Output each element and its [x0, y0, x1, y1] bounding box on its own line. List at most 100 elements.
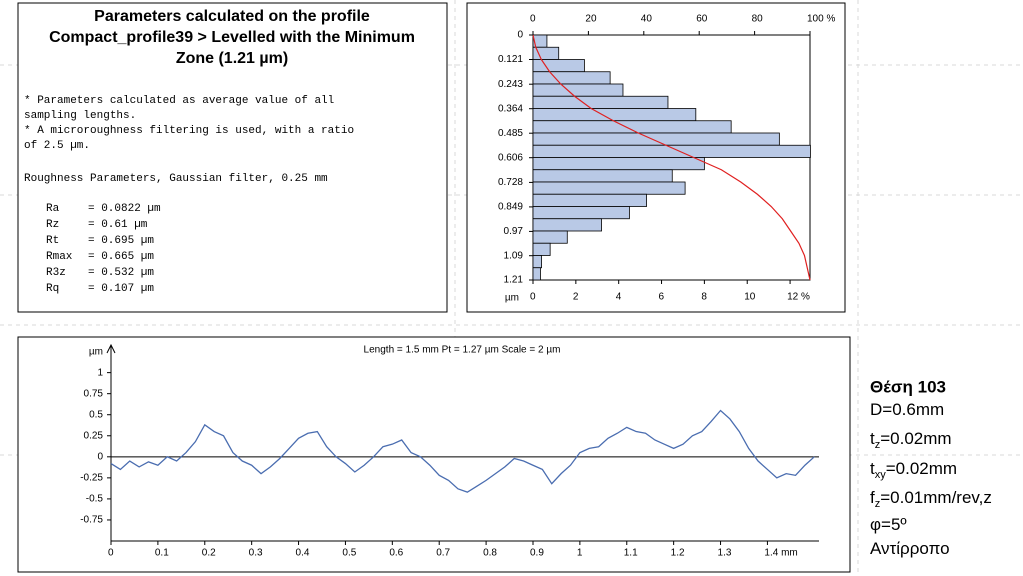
y-tick-label: 0.121 [498, 54, 523, 65]
condition-line: φ=5º [870, 515, 907, 534]
x-tick-label: 10 [744, 292, 756, 303]
y-tick-label: 0.97 [504, 226, 524, 237]
parameter-value: = 0.665 µm [88, 251, 154, 263]
bar [532, 218, 602, 232]
x-tick-label: 8 [701, 292, 707, 303]
bar [532, 71, 611, 85]
parameter-value: = 0.107 µm [88, 283, 154, 295]
panel-title: Parameters calculated on the profile [94, 8, 370, 25]
x-tick-label: 0.8 [483, 548, 497, 559]
y-tick-label: 0 [97, 451, 103, 462]
y-tick-label: 0.606 [498, 152, 523, 163]
x-tick-label: 1.3 [718, 548, 732, 559]
parameter-name: Rt [46, 235, 59, 247]
condition-line: fz=0.01mm/rev,z [870, 488, 992, 509]
y-axis-label: µm [89, 347, 103, 358]
y-tick-label: -0.75 [80, 515, 103, 526]
bar [532, 169, 673, 183]
note-line: sampling lengths. [24, 110, 136, 122]
x-tick-label: 0.9 [530, 548, 544, 559]
x2-tick-label: 0 [530, 14, 536, 25]
bar [532, 144, 811, 158]
x2-tick-label: 80 [752, 14, 764, 25]
x-tick-label: 0.7 [436, 548, 450, 559]
x-tick-label: 4 [616, 292, 622, 303]
bar [532, 132, 780, 146]
panel-title: Compact_profile39 > Levelled with the Mi… [49, 29, 415, 46]
parameter-name: Rmax [46, 251, 73, 263]
filter-line: Roughness Parameters, Gaussian filter, 0… [24, 173, 328, 185]
y-tick-label: 1 [97, 367, 103, 378]
x-tick-label: 0.4 [296, 548, 310, 559]
bar [532, 255, 542, 269]
bar [532, 230, 568, 244]
x-tick-label: 12 % [787, 292, 810, 303]
parameter-name: R3z [46, 267, 66, 279]
condition-rest: =0.02mm [886, 459, 957, 478]
parameter-value: = 0.695 µm [88, 235, 154, 247]
y-tick-label: 0.5 [89, 409, 103, 420]
x-tick-label: 1.1 [624, 548, 638, 559]
y-tick-label: -0.25 [80, 473, 103, 484]
y-tick-label: 0.728 [498, 177, 523, 188]
condition-main: t [870, 459, 875, 478]
y-axis-label: µm [505, 293, 519, 304]
condition-main: φ=5º [870, 515, 907, 534]
parameter-name: Rq [46, 283, 59, 295]
parameter-name: Rz [46, 219, 59, 231]
x-tick-label: 0.1 [155, 548, 169, 559]
y-tick-label: 0.243 [498, 79, 523, 90]
condition-line: D=0.6mm [870, 400, 944, 419]
condition-subscript: z [875, 439, 881, 451]
bar [532, 83, 624, 97]
parameter-name: Ra [46, 203, 60, 215]
x-tick-label: 0.3 [249, 548, 263, 559]
bar [532, 206, 630, 220]
condition-main: D=0.6mm [870, 400, 944, 419]
x-tick-label: 0.2 [202, 548, 216, 559]
note-line: of 2.5 µm. [24, 140, 90, 152]
parameter-value: = 0.61 µm [88, 219, 148, 231]
x-tick-label: 2 [573, 292, 579, 303]
y-tick-label: 1.09 [504, 250, 524, 261]
condition-main: f [870, 488, 875, 507]
conditions-title: Θέση 103 [870, 377, 946, 396]
y-tick-label: -0.5 [86, 494, 104, 505]
condition-main: Αντίρροπο [870, 539, 950, 558]
profile-panel [17, 336, 851, 573]
y-tick-label: 0 [517, 30, 523, 41]
condition-rest: =0.02mm [880, 429, 951, 448]
y-tick-label: 0.364 [498, 103, 523, 114]
parameters-panel [17, 2, 448, 313]
profile-line [110, 409, 815, 493]
panel-title: Zone (1.21 µm) [176, 50, 288, 67]
bar [532, 242, 551, 256]
bar [532, 157, 705, 171]
bar [532, 108, 697, 122]
bar [532, 59, 585, 73]
bar [532, 181, 686, 195]
x-tick-label: 0.5 [342, 548, 356, 559]
y-axis-arrow [106, 343, 116, 354]
chart-title: Length = 1.5 mm Pt = 1.27 µm Scale = 2 µ… [364, 345, 561, 356]
x-tick-label: 1 [577, 548, 583, 559]
y-tick-label: 0.75 [84, 388, 104, 399]
y-tick-label: 1.21 [504, 275, 524, 286]
x2-tick-label: 20 [585, 14, 597, 25]
condition-line: Αντίρροπο [870, 539, 950, 558]
x-tick-label: 1.4 mm [764, 548, 797, 559]
y-tick-label: 0.849 [498, 202, 523, 213]
x-tick-label: 0 [530, 292, 536, 303]
parameter-value: = 0.532 µm [88, 267, 154, 279]
x-tick-label: 0 [108, 548, 114, 559]
bar [532, 193, 647, 207]
condition-subscript: xy [875, 469, 887, 481]
note-line: * A microroughness filtering is used, wi… [24, 125, 354, 137]
x2-tick-label: 40 [641, 14, 653, 25]
condition-subscript: z [875, 498, 881, 510]
x-tick-label: 0.6 [389, 548, 403, 559]
x-tick-label: 1.2 [671, 548, 685, 559]
note-line: * Parameters calculated as average value… [24, 95, 334, 107]
x2-tick-label: 100 % [807, 14, 835, 25]
